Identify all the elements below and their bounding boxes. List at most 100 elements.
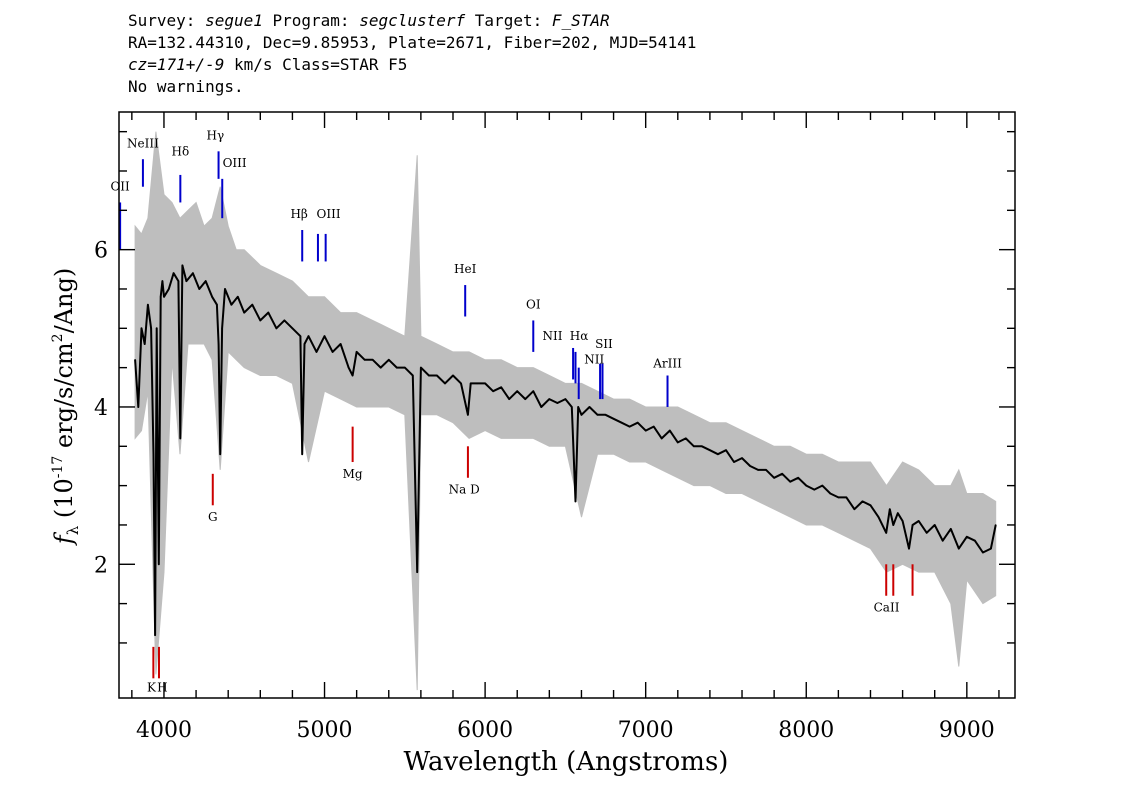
flux-point	[181, 264, 184, 267]
flux-point	[476, 382, 478, 385]
flux-point	[351, 374, 354, 377]
flux-point	[950, 528, 952, 530]
flux-point	[267, 311, 270, 314]
flux-point	[781, 473, 783, 475]
flux-point	[388, 359, 390, 361]
flux-point	[829, 492, 832, 495]
emission-line-label: OIII	[223, 156, 247, 170]
flux-point	[275, 327, 278, 330]
flux-point	[925, 532, 928, 534]
flux-point	[219, 453, 221, 456]
emission-line-label: Hδ	[171, 144, 189, 158]
flux-point	[198, 288, 201, 290]
flux-point	[669, 429, 671, 432]
flux-point	[941, 539, 944, 542]
flux-point	[243, 311, 245, 314]
flux-point	[911, 524, 914, 526]
y-tick-label: 2	[94, 553, 108, 578]
target-label: Target:	[465, 11, 552, 30]
flux-point	[363, 359, 366, 361]
flux-point	[596, 414, 599, 416]
flux-point	[797, 477, 799, 479]
emission-line-label: NII	[584, 353, 604, 367]
flux-point	[147, 303, 149, 306]
flux-point	[444, 382, 446, 385]
flux-point	[789, 480, 791, 483]
flux-point	[901, 520, 904, 522]
flux-point	[137, 406, 140, 408]
y-label-unit-c: /Ang)	[50, 268, 78, 334]
emission-line-label: Hα	[570, 329, 589, 343]
survey-value: segue1	[205, 11, 263, 30]
flux-point	[143, 343, 146, 345]
flux-point	[917, 520, 920, 522]
flux-point	[163, 296, 165, 298]
flux-point	[150, 327, 152, 330]
flux-point	[158, 563, 160, 566]
flux-point	[154, 634, 156, 636]
flux-point	[845, 496, 848, 499]
flux-point	[628, 425, 631, 428]
flux-point	[574, 500, 577, 503]
emission-line-label: HeI	[454, 262, 477, 276]
flux-point	[571, 406, 573, 408]
flux-point	[620, 421, 623, 424]
flux-point	[885, 532, 887, 534]
flux-point	[508, 398, 511, 400]
flux-point	[580, 414, 583, 416]
x-tick-label: 7000	[618, 718, 674, 743]
flux-point	[869, 504, 872, 507]
flux-point	[428, 374, 430, 377]
target-value: F_STAR	[551, 11, 610, 30]
flux-point	[371, 359, 374, 361]
flux-point	[532, 390, 535, 393]
flux-point	[161, 280, 164, 282]
flux-point	[588, 406, 591, 408]
x-tick-label: 9000	[939, 718, 995, 743]
flux-point	[323, 335, 326, 338]
flux-point	[821, 484, 824, 487]
error-band	[134, 131, 997, 691]
flux-point	[765, 469, 767, 471]
emission-line-label: OII	[110, 180, 130, 194]
flux-point	[660, 437, 663, 440]
flux-point	[933, 524, 936, 526]
flux-point	[259, 319, 262, 322]
absorption-line-label: Na D	[449, 482, 480, 496]
class-value: km/s Class=STAR F5	[224, 55, 408, 74]
flux-point	[861, 500, 864, 503]
flux-point	[994, 524, 997, 526]
header-line-2: RA=132.44310, Dec=9.85953, Plate=2671, F…	[128, 33, 697, 52]
flux-point	[185, 280, 188, 282]
y-label-unit-a: (10	[50, 478, 78, 526]
flux-point	[315, 351, 318, 353]
flux-point	[307, 335, 310, 338]
flux-point	[416, 571, 419, 573]
x-tick-label: 6000	[457, 718, 513, 743]
flux-point	[412, 374, 414, 377]
emission-line-label: Hβ	[290, 207, 307, 221]
flux-point	[355, 351, 358, 353]
flux-point	[492, 390, 494, 393]
flux-point	[301, 453, 304, 456]
flux-point	[677, 441, 679, 444]
spectral-line-markers: OII NeIII Hδ Hγ OIII Hβ OIII HeI OI NII Hα SII NII Ar…	[110, 129, 914, 695]
survey-label: Survey:	[128, 11, 206, 30]
absorption-line-label: H	[157, 681, 167, 695]
flux-point	[211, 296, 213, 298]
flux-point	[693, 445, 695, 448]
flux-point	[652, 425, 655, 428]
flux-point	[908, 547, 910, 550]
flux-point	[701, 445, 703, 448]
absorption-line-label: G	[208, 510, 218, 524]
flux-point	[685, 437, 687, 440]
flux-point	[709, 449, 711, 452]
flux-point	[749, 465, 751, 467]
flux-point	[644, 429, 647, 432]
flux-point	[958, 547, 960, 550]
x-tick-label: 4000	[136, 718, 192, 743]
emission-line-label: OIII	[317, 207, 341, 221]
flux-point	[204, 280, 207, 282]
flux-point	[404, 366, 406, 369]
flux-point	[230, 303, 233, 306]
